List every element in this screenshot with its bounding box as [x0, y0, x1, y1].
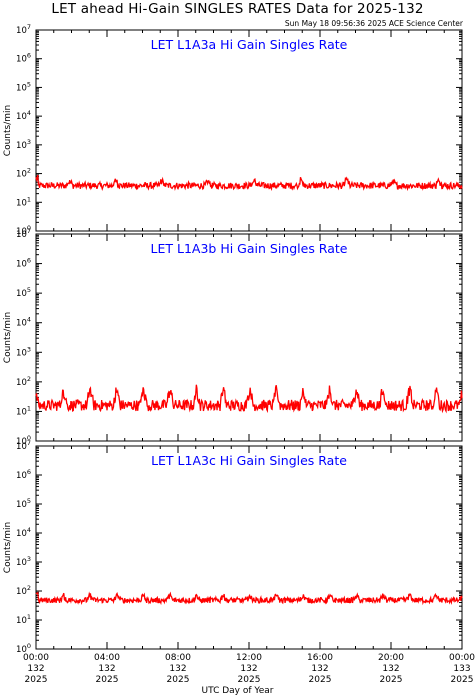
- y-tick-label: 107: [16, 23, 31, 36]
- y-tick-label: 105: [16, 80, 31, 93]
- y-tick-label: 105: [16, 286, 31, 299]
- plot-frame: [35, 29, 463, 232]
- y-tick-label: 102: [16, 584, 31, 597]
- y-tick-label: 101: [16, 613, 31, 626]
- y-tick-label: 101: [16, 404, 31, 417]
- x-tick-label-year: 2025: [96, 675, 119, 685]
- x-tick-label-day: 132: [311, 664, 328, 674]
- x-tick-label-time: 12:00: [236, 653, 262, 663]
- y-tick-label: 106: [16, 257, 31, 270]
- x-tick-label-year: 2025: [167, 675, 190, 685]
- y-tick-label: 101: [16, 195, 31, 208]
- generation-timestamp: Sun May 18 09:56:36 2025 ACE Science Cen…: [284, 19, 463, 28]
- x-tick-label-day: 133: [453, 664, 470, 674]
- panel-title: LET L1A3a Hi Gain Singles Rate: [151, 37, 348, 52]
- series-line: [35, 174, 463, 192]
- page-title: LET ahead Hi-Gain SINGLES RATES Data for…: [51, 1, 424, 17]
- series-line: [35, 384, 463, 414]
- y-tick-label: 106: [16, 468, 31, 481]
- x-tick-label-time: 00:00: [449, 653, 475, 663]
- y-tick-label: 102: [16, 375, 31, 388]
- chart-panel-2: 100 101 102 103 104 105 106 107 Counts/min LET L1…: [3, 227, 463, 447]
- y-tick-label: 106: [16, 52, 31, 65]
- y-tick-label: 100: [16, 642, 31, 655]
- x-tick-label-year: 2025: [380, 675, 403, 685]
- x-tick-label-day: 132: [169, 664, 186, 674]
- x-tick-label-time: 16:00: [307, 653, 333, 663]
- y-tick-label: 104: [16, 316, 31, 329]
- y-tick-label: 104: [16, 109, 31, 122]
- y-axis-label: Counts/min: [3, 312, 13, 363]
- x-tick-label-year: 2025: [25, 675, 48, 685]
- chart-panel-1: 100 101 102 103 104 105 106 107 Counts/min LET L1…: [3, 23, 463, 237]
- plot-frame: [35, 445, 463, 650]
- x-tick-label-year: 2025: [309, 675, 332, 685]
- y-axis-label: Counts/min: [3, 522, 13, 573]
- panel-title: LET L1A3b Hi Gain Singles Rate: [151, 241, 348, 256]
- y-tick-label: 103: [16, 555, 31, 568]
- y-tick-label: 105: [16, 497, 31, 510]
- x-tick-label-year: 2025: [451, 675, 474, 685]
- x-tick-label-time: 04:00: [94, 653, 120, 663]
- y-tick-label: 107: [16, 227, 31, 240]
- y-tick-label: 102: [16, 167, 31, 180]
- panel-title: LET L1A3c Hi Gain Singles Rate: [151, 453, 347, 468]
- y-tick-label: 103: [16, 345, 31, 358]
- y-axis-label: Counts/min: [3, 105, 13, 156]
- x-tick-label-day: 132: [98, 664, 115, 674]
- x-tick-label-time: 20:00: [378, 653, 404, 663]
- x-tick-label-time: 00:00: [23, 653, 49, 663]
- series-line: [35, 591, 463, 606]
- y-tick-label: 103: [16, 138, 31, 151]
- x-tick-label-time: 08:00: [165, 653, 191, 663]
- y-tick-label: 104: [16, 526, 31, 539]
- chart-panel-3: 100 101 102 103 104 105 106 107 Counts/min LET L1…: [3, 439, 463, 655]
- y-tick-label: 107: [16, 439, 31, 452]
- x-axis-label: UTC Day of Year: [201, 686, 274, 696]
- x-tick-label-day: 132: [27, 664, 44, 674]
- x-tick-label-day: 132: [240, 664, 257, 674]
- y-tick-label: 100: [16, 224, 31, 237]
- y-tick-label: 100: [16, 434, 31, 447]
- x-tick-label-day: 132: [382, 664, 399, 674]
- x-tick-label-year: 2025: [238, 675, 261, 685]
